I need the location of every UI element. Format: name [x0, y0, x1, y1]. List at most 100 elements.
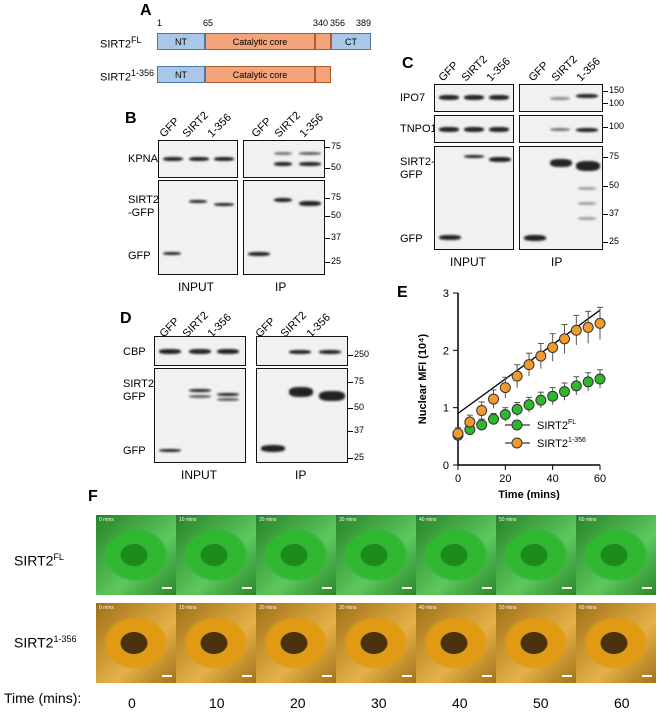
tile-time-label: 0 mins: [99, 605, 114, 611]
data-point: [523, 399, 535, 411]
c-sirt2gfp-label: SIRT2- GFP: [400, 156, 435, 181]
microscopy-tile: 30 mins: [336, 603, 416, 683]
tile-time-label: 10 mins: [179, 605, 197, 611]
data-point: [488, 393, 499, 405]
d-input-cbp-blot: [154, 336, 246, 366]
c-ip-label: IP: [551, 255, 563, 269]
data-point: [511, 403, 523, 415]
tile-time-label: 30 mins: [339, 517, 357, 523]
scale-bar: [162, 675, 172, 677]
x-axis-label: Time (mins): [498, 489, 560, 500]
scale-bar: [642, 675, 652, 677]
scale-bar: [322, 587, 332, 589]
b-mw-75b: 75: [331, 192, 342, 202]
panel-letter-f: F: [88, 488, 98, 505]
data-point: [570, 380, 582, 392]
scale-bar: [562, 675, 572, 677]
data-point: [570, 324, 582, 336]
b-lane-1: GFP: [157, 115, 182, 140]
b-mw-75a: 75: [331, 141, 342, 151]
d-mw-25: 25: [354, 452, 365, 462]
data-point: [547, 341, 559, 353]
data-point: [464, 416, 476, 428]
microscopy-tile: 40 mins: [416, 515, 496, 595]
microscopy-tile: 10 mins: [176, 603, 256, 683]
data-point: [547, 390, 559, 402]
domain-nt: NT: [157, 33, 205, 50]
f-row1-label: SIRT2FL: [14, 552, 64, 569]
c-mw-75: 75: [609, 151, 620, 161]
microscopy-tile: 20 mins: [256, 603, 336, 683]
b-lane-3: 1-356: [205, 111, 234, 140]
microscopy-tile: 0 mins: [96, 603, 176, 683]
scale-bar: [482, 587, 492, 589]
c-mw-150: 150: [609, 85, 625, 95]
d-ip-sirt2-blot: [256, 368, 348, 463]
data-point: [499, 382, 511, 394]
panel-letter-d: D: [120, 310, 132, 327]
data-point: [488, 413, 499, 425]
time-label: 20: [290, 695, 306, 711]
b-mw-50a: 50: [331, 162, 342, 172]
x-tick-label: 60: [594, 473, 606, 485]
x-tick-label: 20: [499, 473, 511, 485]
c-input-tnpo1-blot: [434, 115, 514, 143]
data-point: [582, 376, 594, 388]
scale-bar: [242, 587, 252, 589]
pos-389: 389: [356, 18, 372, 28]
tile-time-label: 20 mins: [259, 517, 277, 523]
microscopy-tile: 30 mins: [336, 515, 416, 595]
time-label: 30: [371, 695, 387, 711]
microscopy-tile: 10 mins: [176, 515, 256, 595]
legend-label: SIRT21-356: [537, 437, 586, 450]
y-tick-label: 3: [443, 288, 449, 300]
scale-bar: [162, 587, 172, 589]
d-cbp-label: CBP: [123, 346, 146, 358]
domain-core: Catalytic core: [205, 33, 315, 50]
b-ip-sirt2-blot: [243, 180, 325, 275]
tile-time-label: 0 mins: [99, 517, 114, 523]
c-lane-4: GFP: [526, 59, 551, 84]
b-kpna2-label: KPNA2: [128, 153, 165, 165]
data-point: [582, 321, 594, 333]
d-sirt2gfp-label: SIRT2- GFP: [123, 378, 158, 403]
time-label: 50: [533, 695, 549, 711]
tile-time-label: 30 mins: [339, 605, 357, 611]
data-point: [476, 419, 488, 431]
tile-time-label: 10 mins: [179, 517, 197, 523]
panel-letter-a: A: [140, 2, 152, 19]
domain-nt-2: NT: [157, 66, 205, 83]
scale-bar: [642, 587, 652, 589]
time-label: 10: [209, 695, 225, 711]
sirt2-tr-label: SIRT21-356: [100, 68, 155, 84]
tile-time-label: 40 mins: [419, 605, 437, 611]
sirt2-fl-label: SIRT2FL: [100, 35, 142, 51]
tile-time-label: 20 mins: [259, 605, 277, 611]
nuclear-mfi-chart: 0 1 2 3 0 20 40 60 Time (mins) Nuclear MFI (10⁴) S…: [417, 288, 606, 500]
c-mw-25: 25: [609, 236, 620, 246]
c-ip-ipo7-blot: [519, 84, 603, 112]
microscopy-tile: 60 mins: [576, 603, 656, 683]
microscopy-tile: 0 mins: [96, 515, 176, 595]
microscopy-tile: 50 mins: [496, 603, 576, 683]
y-tick-label: 1: [443, 403, 449, 415]
c-input-ipo7-blot: [434, 84, 514, 112]
data-point: [476, 405, 488, 417]
c-lane-1: GFP: [436, 59, 461, 84]
d-ip-cbp-blot: [256, 336, 348, 366]
microscopy-tile: 50 mins: [496, 515, 576, 595]
pos-356: 356: [330, 18, 346, 28]
d-input-sirt2-blot: [154, 368, 246, 463]
legend-marker: [511, 437, 523, 449]
b-gfp-label: GFP: [128, 250, 151, 262]
b-mw-37b: 37: [331, 232, 342, 242]
microscopy-tile: 40 mins: [416, 603, 496, 683]
scale-bar: [242, 675, 252, 677]
b-lane-4: GFP: [249, 115, 274, 140]
f-time-axis-label: Time (mins):: [4, 690, 82, 706]
domain-core-2: Catalytic core: [205, 66, 315, 83]
c-lane-2: SIRT2: [459, 53, 490, 84]
c-ipo7-label: IPO7: [400, 92, 426, 104]
c-mw-37: 37: [609, 208, 620, 218]
b-input-kpna2-blot: [158, 140, 238, 178]
